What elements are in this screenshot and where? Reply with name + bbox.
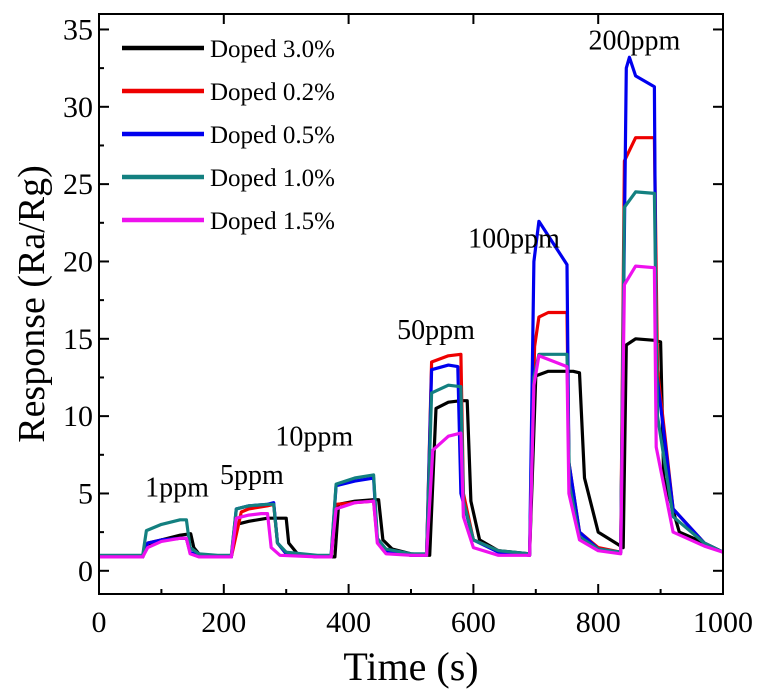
annotation-label: 100ppm	[468, 224, 560, 255]
x-axis: 0 200 400 600 800 1000	[92, 14, 753, 639]
y-axis: 0 5 10 15 20 25 30 35	[63, 13, 723, 588]
legend-label-0: Doped 3.0%	[210, 36, 335, 63]
series-line-0	[99, 337, 723, 559]
series-line-4	[99, 264, 723, 559]
x-tick-label: 600	[451, 606, 496, 639]
y-tick-label: 20	[63, 245, 93, 278]
x-tick-label: 800	[576, 606, 621, 639]
legend-label-4: Doped 1.5%	[210, 208, 335, 235]
y-tick-label: 15	[63, 323, 93, 356]
x-tick-label: 400	[326, 606, 371, 639]
x-tick-label: 200	[201, 606, 246, 639]
legend: Doped 3.0% Doped 0.2% Doped 0.5% Doped 1.0%…	[122, 36, 335, 235]
y-tick-label: 30	[63, 91, 93, 124]
annotation-label: 1ppm	[145, 473, 209, 504]
x-tick-label: 1000	[693, 606, 753, 639]
annotation-label: 5ppm	[220, 460, 284, 491]
y-axis-label: Response (Ra/Rg)	[11, 165, 53, 443]
y-tick-label: 0	[78, 555, 93, 588]
legend-label-1: Doped 0.2%	[210, 79, 335, 106]
plot-frame	[98, 13, 724, 595]
y-tick-label: 25	[63, 168, 93, 201]
x-axis-label: Time (s)	[343, 644, 478, 689]
y-tick-label: 35	[63, 13, 93, 46]
series-layer	[99, 55, 723, 559]
annotation-label: 200ppm	[589, 26, 681, 57]
y-tick-label: 10	[63, 400, 93, 433]
legend-label-2: Doped 0.5%	[210, 122, 335, 149]
annotation-label: 10ppm	[275, 422, 353, 453]
annotations: 1ppm 5ppm 10ppm 50ppm 100ppm 200ppm	[145, 26, 680, 504]
y-tick-label: 5	[78, 477, 93, 510]
x-tick-label: 0	[92, 606, 107, 639]
legend-label-3: Doped 1.0%	[210, 165, 335, 192]
annotation-label: 50ppm	[397, 315, 475, 346]
